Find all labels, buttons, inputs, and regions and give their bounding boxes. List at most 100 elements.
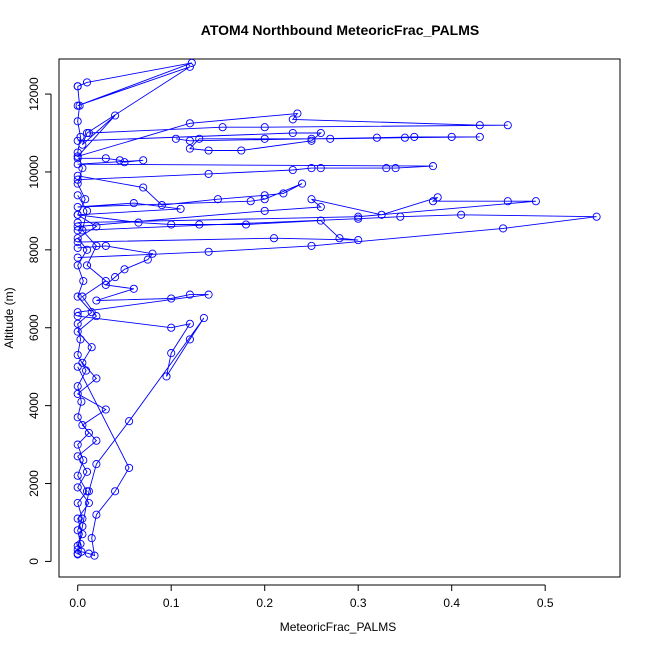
data-point — [120, 158, 129, 167]
y-tick-label: 12000 — [27, 77, 41, 111]
series-5 — [73, 193, 540, 231]
data-point — [167, 349, 176, 358]
x-tick-label: 0.4 — [443, 596, 460, 610]
data-point — [73, 327, 82, 336]
data-point — [73, 210, 82, 219]
data-point — [78, 530, 87, 539]
data-point — [101, 405, 110, 414]
x-tick-label: 0.0 — [69, 596, 86, 610]
data-point — [92, 510, 101, 519]
data-point — [92, 296, 101, 305]
data-point — [78, 140, 87, 149]
data-point — [372, 133, 381, 142]
x-axis-label: MeteoricFrac_PALMS — [280, 620, 396, 634]
data-point — [92, 312, 101, 321]
data-point — [288, 165, 297, 175]
data-point — [288, 128, 297, 138]
x-tick-label: 0.1 — [163, 596, 180, 610]
series-line — [77, 157, 434, 181]
data-point — [115, 156, 124, 165]
data-point — [101, 241, 110, 250]
y-tick-label: 8000 — [27, 236, 41, 263]
series-8 — [73, 312, 208, 554]
data-point — [260, 195, 269, 204]
data-point — [204, 247, 213, 256]
data-point — [73, 82, 82, 91]
data-point — [447, 132, 456, 141]
data-point — [82, 78, 92, 87]
data-point — [84, 428, 93, 437]
data-point — [260, 191, 269, 200]
data-point — [73, 452, 82, 461]
data-point — [195, 220, 204, 229]
data-point — [279, 189, 288, 198]
data-point — [82, 487, 92, 496]
data-point — [316, 202, 325, 212]
data-point — [298, 179, 307, 188]
data-point — [260, 134, 269, 143]
data-point — [73, 101, 82, 110]
data-point — [87, 343, 96, 352]
data-point — [82, 128, 92, 138]
data-point — [148, 249, 157, 258]
data-point — [134, 218, 143, 227]
plot-frame — [58, 58, 621, 578]
data-point — [307, 134, 316, 143]
data-point — [354, 236, 363, 245]
data-point — [260, 206, 269, 215]
data-point — [73, 483, 82, 492]
data-point — [84, 549, 93, 558]
data-point — [92, 460, 101, 469]
series-layer — [73, 58, 601, 560]
data-point — [288, 115, 297, 124]
data-point — [185, 290, 194, 299]
series-line — [77, 132, 480, 151]
series-line — [76, 195, 107, 546]
data-point — [592, 212, 601, 221]
data-point — [84, 487, 93, 496]
data-point — [218, 123, 227, 132]
data-point — [125, 417, 134, 426]
data-point — [204, 290, 213, 299]
data-point — [503, 197, 512, 206]
data-point — [78, 292, 87, 301]
data-point — [78, 226, 87, 235]
data-point — [139, 183, 148, 192]
data-point — [185, 144, 194, 153]
data-point — [73, 389, 82, 398]
data-point — [73, 253, 82, 262]
chart-title: ATOM4 Northbound MeteoricFrac_PALMS — [201, 22, 479, 38]
y-axis-label: Altitude (m) — [2, 287, 16, 348]
data-point — [185, 136, 194, 145]
data-point — [213, 195, 222, 204]
data-point — [531, 197, 540, 206]
data-point — [90, 551, 99, 560]
series-line — [77, 196, 536, 227]
data-point — [204, 169, 213, 178]
series-2 — [73, 128, 484, 155]
data-point — [326, 134, 335, 143]
data-point — [73, 238, 82, 247]
data-point — [73, 160, 82, 169]
data-point — [307, 241, 316, 250]
data-point — [73, 350, 82, 360]
data-point — [457, 210, 466, 219]
data-point — [75, 101, 84, 110]
data-point — [335, 234, 344, 243]
data-point — [185, 335, 194, 344]
data-point — [139, 156, 148, 165]
data-point — [167, 294, 176, 303]
data-point — [171, 134, 180, 143]
data-point — [433, 193, 442, 202]
data-point — [391, 164, 400, 173]
data-point — [396, 212, 405, 221]
data-point — [92, 222, 101, 231]
data-point — [176, 204, 185, 213]
data-point — [185, 62, 194, 71]
y-tick-label: 10000 — [27, 155, 41, 189]
data-point — [73, 171, 82, 180]
data-point — [307, 195, 316, 204]
data-point — [73, 498, 82, 508]
data-point — [73, 191, 82, 200]
